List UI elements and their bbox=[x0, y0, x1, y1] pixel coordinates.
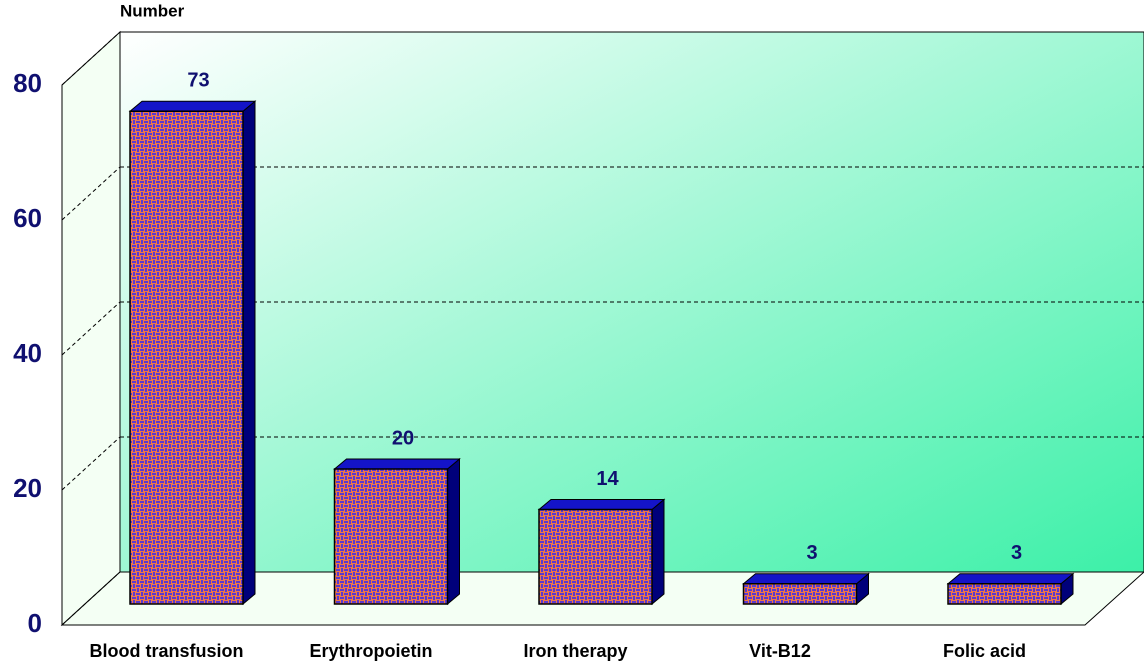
bar-side bbox=[242, 100, 256, 606]
bar-top bbox=[128, 100, 257, 112]
bar bbox=[742, 583, 858, 605]
bar bbox=[538, 508, 653, 605]
bar-top bbox=[946, 573, 1075, 585]
x-tick-label: Vit-B12 bbox=[749, 641, 811, 661]
value-label: 20 bbox=[392, 427, 414, 449]
x-tick-label: Folic acid bbox=[943, 641, 1026, 661]
value-label: 3 bbox=[1011, 542, 1022, 564]
value-label: 73 bbox=[187, 70, 209, 92]
y-tick-label: 0 bbox=[28, 608, 42, 638]
x-tick-label: Iron therapy bbox=[523, 641, 627, 661]
side-wall bbox=[61, 30, 121, 627]
bar-top bbox=[537, 499, 666, 510]
bars bbox=[128, 100, 1075, 606]
grid-line-side bbox=[61, 166, 121, 221]
value-label: 14 bbox=[596, 468, 619, 490]
bar-top bbox=[333, 458, 461, 470]
x-tick-label: Blood transfusion bbox=[90, 641, 244, 661]
y-tick-label: 80 bbox=[13, 68, 42, 98]
grid-line-side bbox=[61, 31, 121, 86]
grid-line-side bbox=[61, 301, 121, 356]
bar bbox=[333, 468, 449, 605]
bar-side bbox=[447, 457, 460, 606]
grid-line-side bbox=[61, 571, 121, 626]
y-tick-label: 60 bbox=[13, 203, 42, 233]
y-axis-label: Number bbox=[120, 1, 185, 20]
bar-side bbox=[651, 498, 665, 606]
bar bbox=[947, 583, 1062, 605]
y-tick-label: 20 bbox=[13, 473, 42, 503]
y-tick-label: 40 bbox=[13, 338, 42, 368]
value-label: 3 bbox=[806, 542, 817, 564]
grid-line-side bbox=[61, 436, 121, 491]
bar-top bbox=[742, 573, 870, 585]
x-tick-label: Erythropoietin bbox=[309, 641, 432, 661]
bar bbox=[129, 110, 244, 605]
